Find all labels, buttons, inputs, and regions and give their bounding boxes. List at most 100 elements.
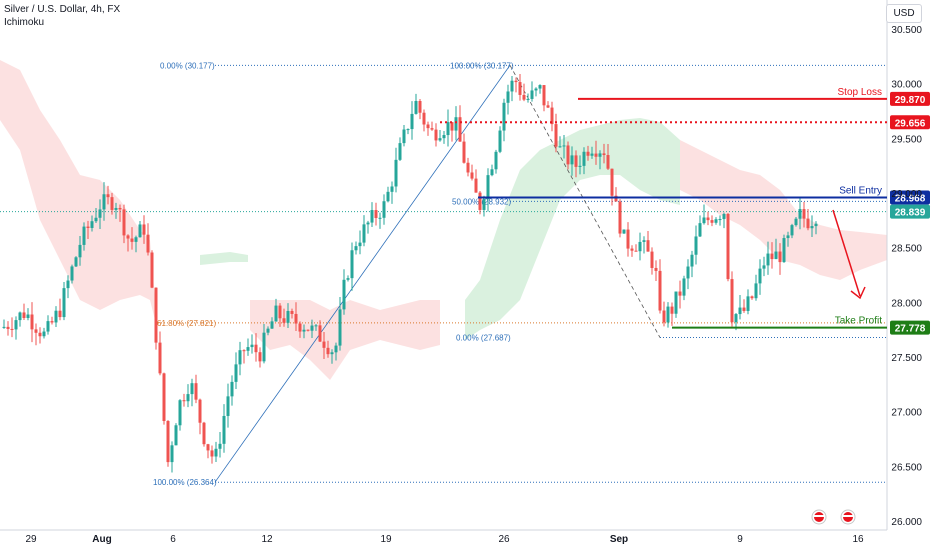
cloud-bearish-2 [680, 140, 887, 280]
candle-bullish [310, 325, 314, 331]
candle-bullish [394, 159, 398, 187]
candle-bearish [278, 305, 282, 319]
candle-bearish [122, 209, 126, 236]
indicator-label[interactable]: Ichimoku [4, 17, 45, 28]
candle-bullish [250, 344, 254, 348]
time-axis[interactable]: 29 Aug 6 12 19 26 Sep 9 16 [25, 534, 864, 545]
y-tick-label: 27.500 [891, 353, 922, 364]
candle-bearish [106, 194, 110, 198]
candle-bearish [34, 329, 38, 333]
fib-label: 61.80% (27.821) [157, 319, 216, 328]
candle-bullish [26, 314, 30, 318]
candle-bullish [382, 201, 386, 218]
ichimoku-cloud [0, 60, 887, 380]
price-tag [890, 320, 930, 335]
candle-bullish [138, 224, 142, 238]
candle-bullish [66, 280, 70, 289]
candle-bearish [206, 444, 210, 451]
candle-bullish [330, 352, 334, 355]
candle-bearish [10, 328, 14, 330]
candle-bearish [546, 105, 550, 108]
candle-bullish [714, 219, 718, 223]
candle-bullish [538, 85, 542, 89]
y-tick-label: 27.000 [891, 408, 922, 419]
candle-bullish [358, 242, 362, 247]
candle-bullish [490, 169, 494, 176]
candle-bullish [494, 151, 498, 170]
candle-bullish [14, 320, 18, 330]
candle-bearish [706, 217, 710, 221]
candle-bearish [742, 307, 746, 311]
candle-bullish [350, 250, 354, 279]
candle-bullish [694, 236, 698, 255]
candles [2, 74, 818, 473]
symbol-title[interactable]: Silver / U.S. Dollar, 4h, FX [4, 4, 121, 15]
candle-bullish [390, 186, 394, 192]
candle-bullish [18, 312, 22, 321]
candle-bearish [662, 310, 666, 323]
candle-bearish [594, 153, 598, 157]
candle-bearish [602, 153, 606, 156]
candle-bullish [286, 310, 290, 323]
candle-bullish [234, 364, 238, 382]
candle-bullish [718, 219, 722, 221]
x-tick-label: Sep [610, 534, 628, 545]
candle-bullish [734, 314, 738, 323]
candle-bullish [454, 117, 458, 131]
candle-bullish [562, 145, 566, 147]
candle-bearish [182, 400, 186, 402]
candle-bearish [158, 342, 162, 374]
candle-bearish [86, 226, 90, 228]
trade-levels: Stop Loss 29.870 29.656 Sell Entry 28.968 28.… [440, 87, 930, 335]
candle-bullish [94, 217, 98, 222]
candle-bullish [582, 151, 586, 166]
fib-trendline-up [214, 65, 511, 483]
candle-bullish [758, 268, 762, 284]
candle-bearish [50, 321, 54, 323]
candle-bullish [334, 345, 338, 353]
candle-bullish [510, 80, 514, 92]
fib-label: 50.00% (28.932) [452, 197, 511, 206]
y-tick-label: 30.500 [891, 25, 922, 36]
price-tag [890, 204, 930, 219]
candle-bullish [314, 325, 318, 327]
currency-button[interactable]: USD [886, 4, 922, 23]
candle-bearish [58, 310, 62, 318]
candle-bullish [346, 278, 350, 280]
candle-bearish [162, 373, 166, 421]
candle-bearish [422, 112, 426, 125]
candle-bearish [606, 155, 610, 169]
candle-bearish [614, 195, 618, 202]
x-tick-label: 9 [737, 534, 743, 545]
candle-bullish [274, 305, 278, 322]
candle-bearish [322, 341, 326, 348]
candle-bearish [150, 252, 154, 288]
candle-bullish [794, 218, 798, 226]
price-axis[interactable]: 30.500 30.000 29.500 29.000 28.500 28.000 27.5… [891, 25, 922, 528]
candle-bullish [674, 291, 678, 314]
y-tick-label: 26.000 [891, 517, 922, 528]
candle-bullish [218, 443, 222, 449]
candle-bearish [450, 122, 454, 131]
candle-bearish [554, 124, 558, 147]
candle-bullish [78, 244, 82, 258]
candle-bullish [134, 237, 138, 242]
candle-bullish [786, 235, 790, 239]
candle-bullish [598, 153, 602, 157]
candle-bullish [186, 394, 190, 402]
candle-bearish [154, 287, 158, 343]
candle-bullish [386, 191, 390, 202]
candle-bearish [426, 124, 430, 129]
candle-bullish [338, 309, 342, 346]
candle-bullish [746, 296, 750, 311]
candle-bearish [802, 209, 806, 219]
candle-bullish [526, 98, 530, 100]
candle-bearish [258, 352, 262, 362]
candle-bearish [658, 270, 662, 311]
candle-bearish [462, 141, 466, 163]
candle-bullish [534, 88, 538, 91]
y-tick-label: 29.500 [891, 134, 922, 145]
candle-bearish [778, 251, 782, 263]
candle-bearish [470, 172, 474, 179]
